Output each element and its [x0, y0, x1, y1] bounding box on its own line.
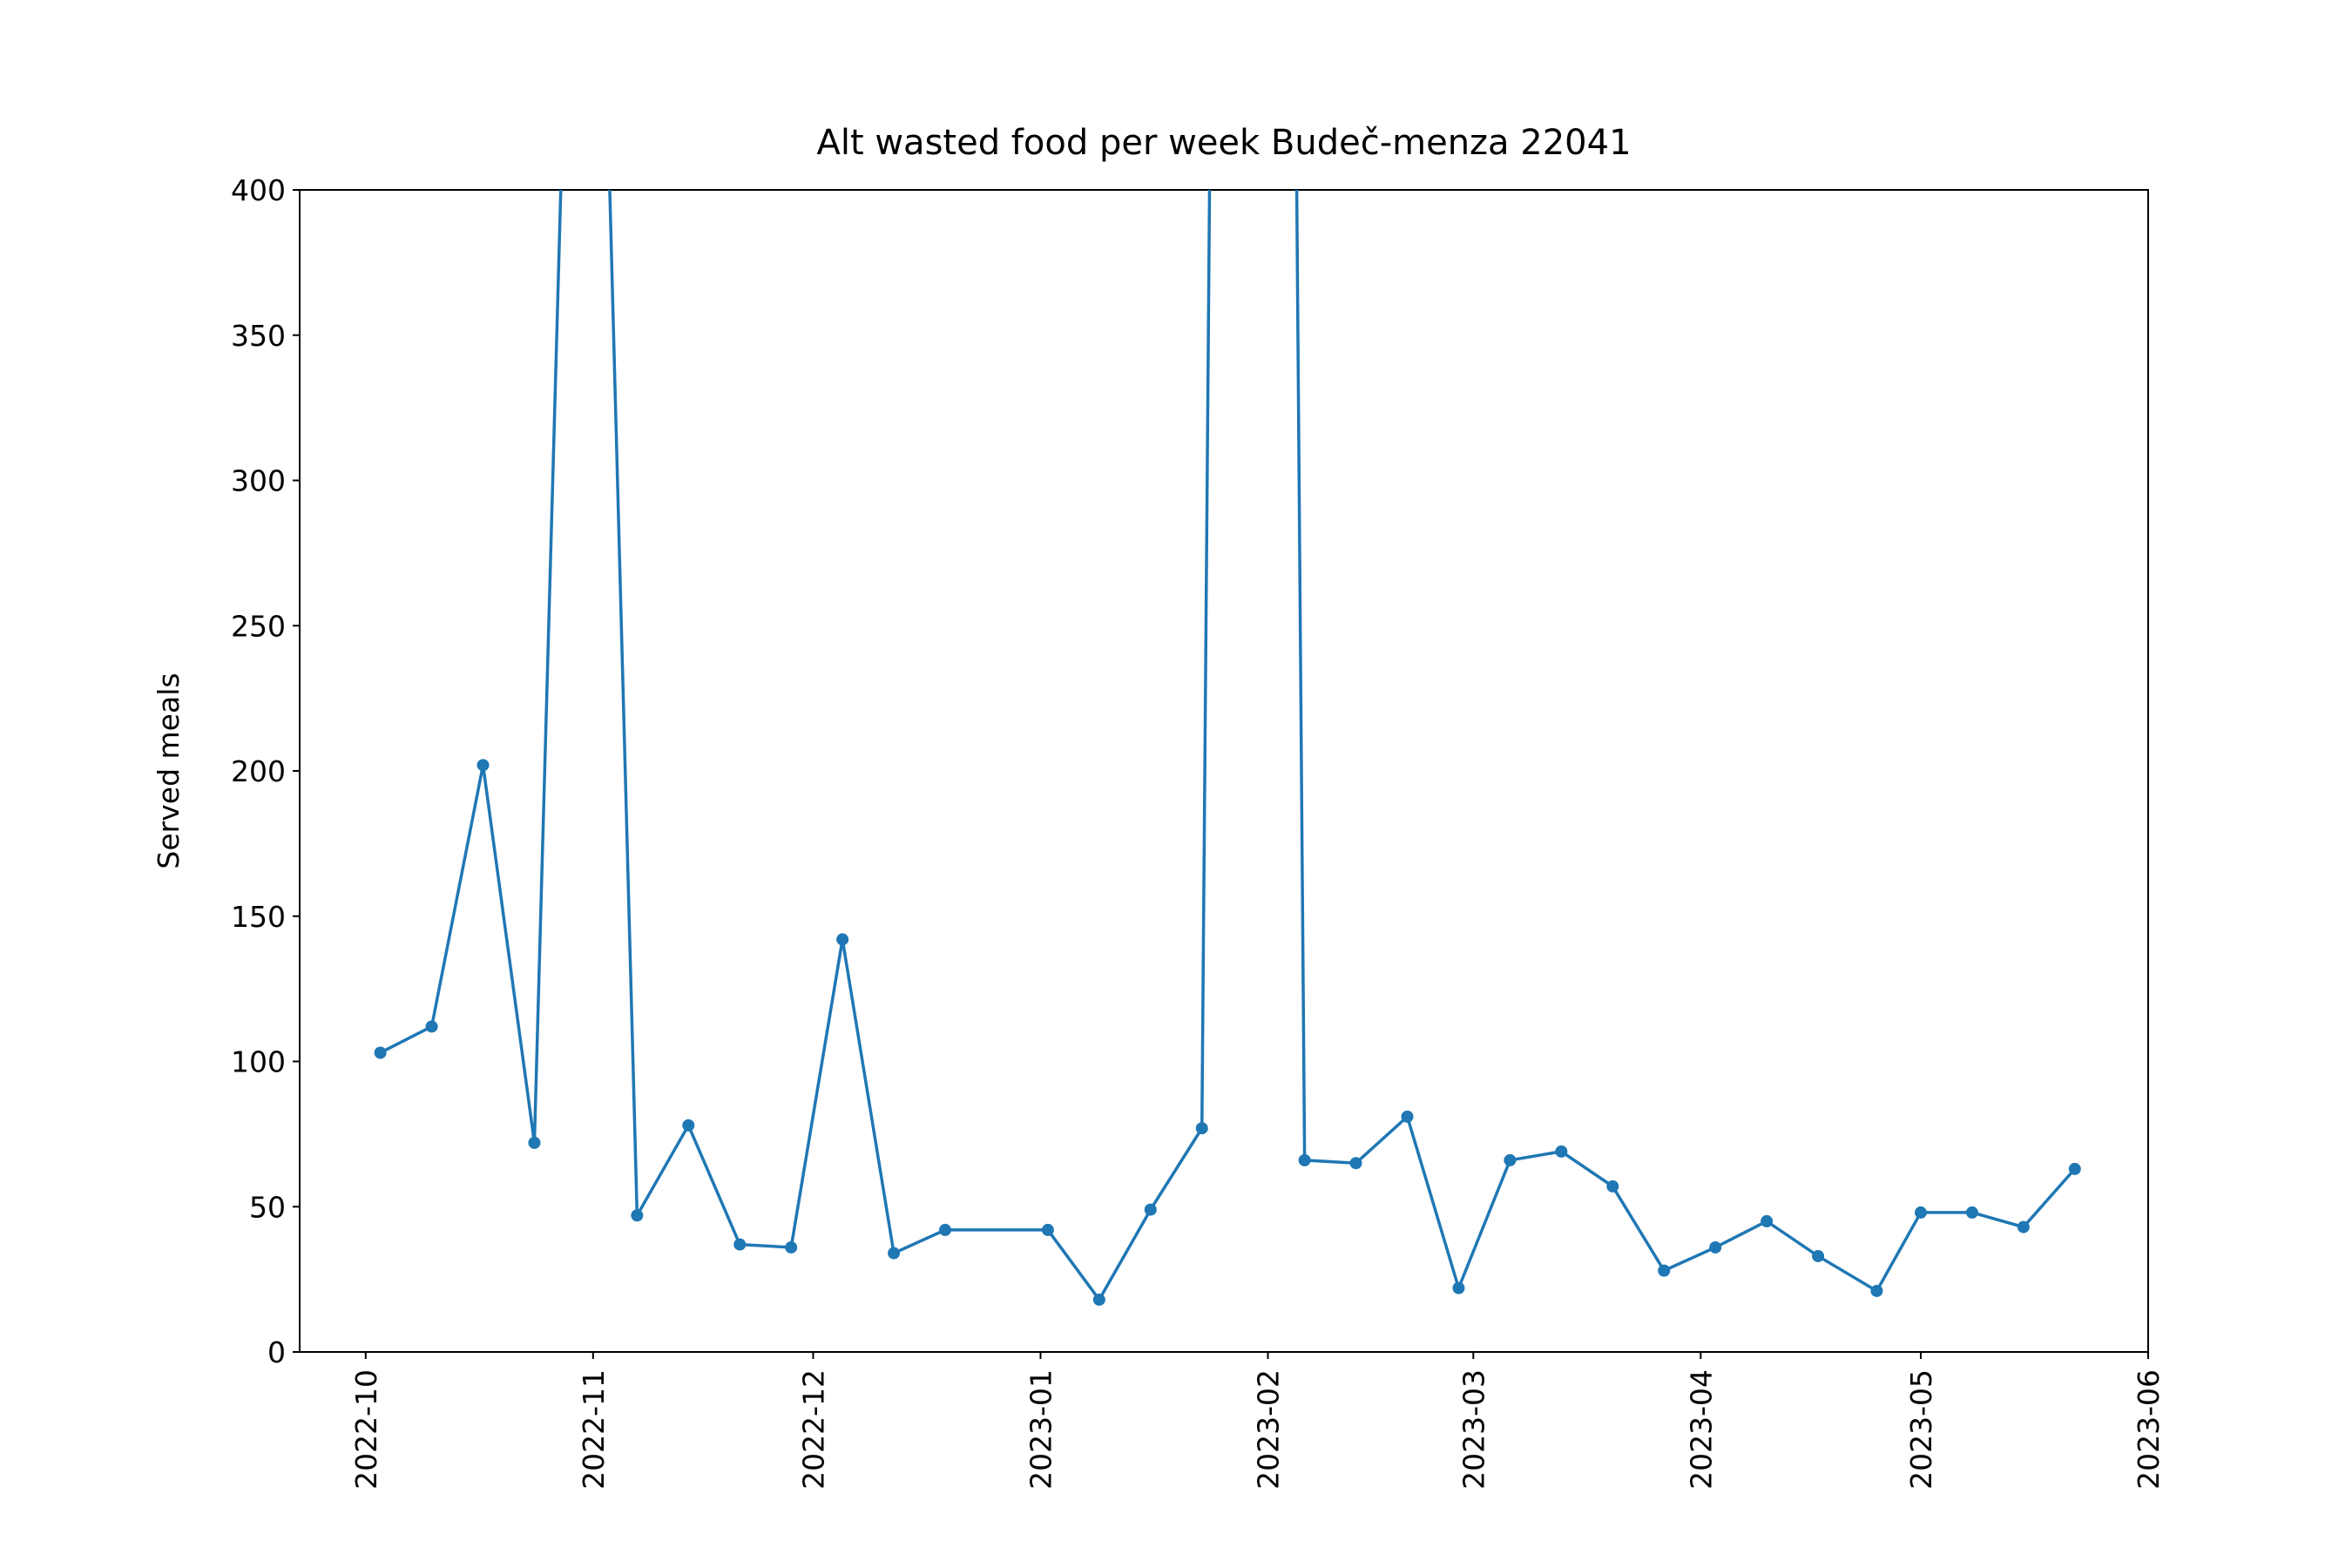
- data-point: [1298, 1153, 1311, 1166]
- x-tick-label: 2022-11: [577, 1369, 611, 1490]
- data-point: [1555, 1145, 1568, 1158]
- data-point: [939, 1223, 952, 1236]
- x-tick-label: 2023-02: [1252, 1369, 1286, 1490]
- data-point: [2068, 1162, 2081, 1175]
- data-point: [1914, 1206, 1927, 1219]
- data-point: [528, 1136, 541, 1149]
- x-tick-label: 2022-10: [349, 1369, 383, 1490]
- plot-area: [374, 190, 2081, 1306]
- chart-title: Alt wasted food per week Budeč-menza 220…: [816, 123, 1631, 163]
- y-tick-label: 50: [249, 1190, 286, 1224]
- y-tick-label: 300: [231, 464, 286, 498]
- data-point: [1144, 1203, 1157, 1216]
- data-point: [1965, 1206, 1978, 1219]
- data-point: [1606, 1179, 1619, 1193]
- data-point: [1452, 1281, 1465, 1294]
- data-point: [1401, 1110, 1414, 1123]
- y-tick-label: 150: [231, 900, 286, 934]
- data-point: [1870, 1284, 1883, 1297]
- y-tick-label: 200: [231, 754, 286, 788]
- y-tick-label: 250: [231, 609, 286, 643]
- data-line: [379, 190, 2077, 1303]
- data-point: [425, 1020, 438, 1033]
- x-tick-label: 2023-06: [2132, 1369, 2166, 1490]
- x-tick-label: 2022-12: [796, 1369, 830, 1490]
- y-tick-label: 400: [231, 173, 286, 207]
- data-point: [631, 1209, 644, 1222]
- data-point: [1041, 1223, 1054, 1236]
- data-point: [1092, 1293, 1105, 1306]
- data-point: [374, 1046, 387, 1059]
- y-axis-label: Served meals: [152, 672, 186, 868]
- data-point: [1761, 1214, 1774, 1227]
- data-point: [1812, 1249, 1825, 1262]
- data-point: [733, 1238, 747, 1251]
- data-point: [2017, 1220, 2030, 1233]
- x-tick-label: 2023-03: [1456, 1369, 1490, 1490]
- data-point: [836, 933, 849, 946]
- data-point: [785, 1240, 798, 1254]
- x-tick-label: 2023-04: [1684, 1369, 1718, 1490]
- data-point: [1709, 1240, 1722, 1254]
- data-point: [1195, 1122, 1208, 1135]
- data-point: [476, 759, 490, 772]
- data-point: [888, 1247, 901, 1260]
- y-tick-label: 100: [231, 1045, 286, 1079]
- data-point: [1349, 1157, 1362, 1170]
- data-point: [1504, 1153, 1517, 1166]
- x-tick-label: 2023-01: [1024, 1369, 1058, 1490]
- y-tick-label: 0: [267, 1335, 286, 1369]
- data-point: [682, 1119, 695, 1132]
- x-tick-label: 2023-05: [1904, 1369, 1938, 1490]
- plot-frame: [299, 189, 2149, 1353]
- y-tick-label: 350: [231, 319, 286, 353]
- data-point: [1658, 1264, 1671, 1277]
